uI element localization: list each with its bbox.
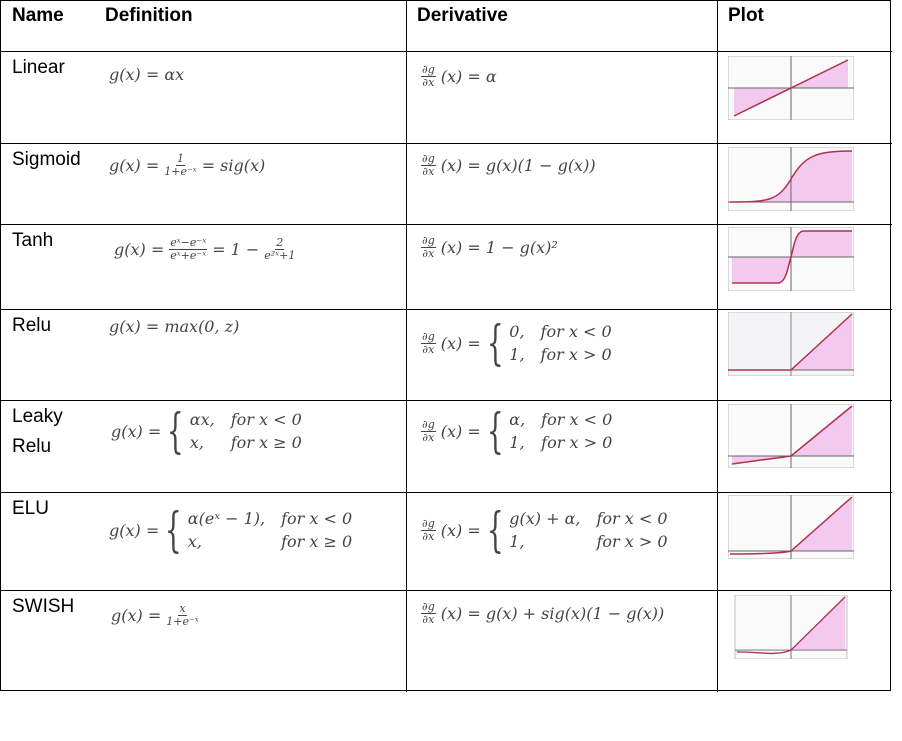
definition-sigmoid: g(x) = 1 1+e⁻ˣ = sig(x) — [109, 152, 266, 178]
plot-swish — [734, 595, 848, 659]
derivative-linear: ∂g ∂x (x) = α — [421, 63, 497, 89]
derivative-sigmoid: ∂g ∂x (x) = g(x)(1 − g(x)) — [421, 152, 596, 178]
definition-swish: g(x) = x 1+e⁻ˣ — [111, 602, 199, 628]
plot-tanh — [728, 227, 854, 291]
row-name-swish: SWISH — [12, 596, 75, 617]
header-plot: Plot — [728, 5, 764, 26]
header-name: Name — [12, 5, 64, 26]
row-name-tanh: Tanh — [12, 230, 54, 251]
header-derivative: Derivative — [417, 5, 508, 26]
activation-functions-table: Name Definition Derivative Plot Linear g… — [0, 0, 892, 692]
definition-leaky-relu: g(x) = { αx, for x < 0 x, for x ≥ 0 — [111, 403, 302, 459]
derivative-leaky-relu: ∂g ∂x (x) = { α, for x < 0 1, for x > 0 — [421, 403, 613, 459]
plot-leaky-relu — [728, 404, 854, 468]
plot-elu — [728, 495, 854, 559]
row-name-leaky-relu-line1: Leaky — [12, 406, 63, 427]
derivative-swish: ∂g ∂x (x) = g(x) + sig(x)(1 − g(x)) — [421, 600, 665, 626]
row-name-sigmoid: Sigmoid — [12, 149, 81, 170]
row-name-leaky-relu-line2: Relu — [12, 436, 52, 457]
plot-linear — [728, 56, 854, 120]
definition-linear: g(x) = αx — [109, 65, 185, 84]
plot-relu — [728, 312, 854, 376]
derivative-relu: ∂g ∂x (x) = { 0, for x < 0 1, for x > 0 — [421, 315, 612, 371]
row-name-elu: ELU — [12, 498, 49, 519]
row-name-linear: Linear — [12, 57, 65, 78]
derivative-elu: ∂g ∂x (x) = { g(x) + α, for x < 0 1, for x > … — [421, 502, 668, 558]
definition-tanh: g(x) = eˣ−e⁻ˣ eˣ+e⁻ˣ = 1 − 2 e²ˣ+1 — [114, 236, 296, 262]
header-definition: Definition — [105, 5, 193, 26]
definition-relu: g(x) = max(0, z) — [109, 317, 240, 336]
definition-elu: g(x) = { α(eˣ − 1), for x < 0 x, for x ≥ 0 — [109, 502, 353, 558]
plot-sigmoid — [728, 147, 854, 211]
row-name-relu: Relu — [12, 315, 52, 336]
derivative-tanh: ∂g ∂x (x) = 1 − g(x)² — [421, 234, 558, 260]
